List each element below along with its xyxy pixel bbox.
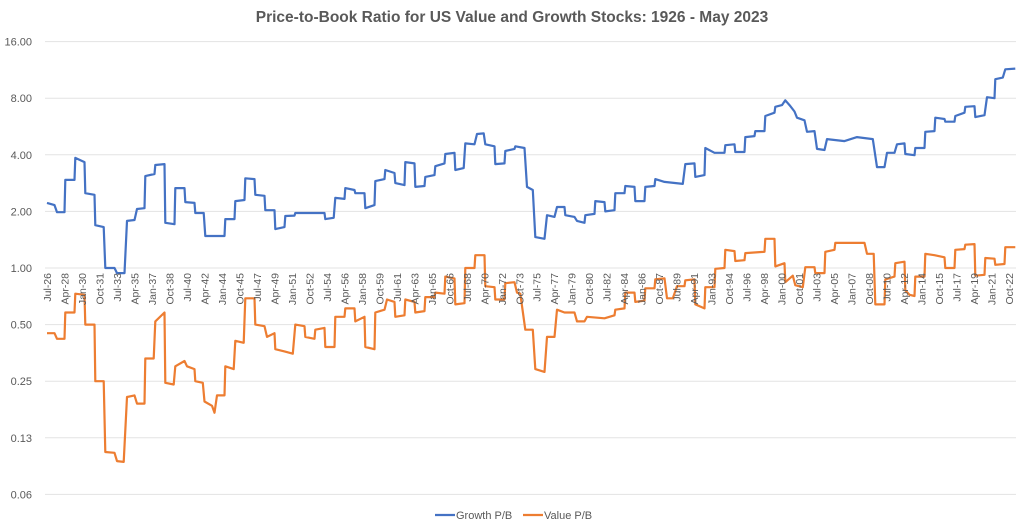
x-tick-label: Oct-66 (444, 273, 456, 305)
x-tick-label: Oct-08 (864, 273, 876, 305)
x-tick-label: Jul-82 (602, 273, 614, 302)
y-tick-label: 0.25 (11, 376, 32, 388)
x-tick-label: Jan-58 (357, 273, 369, 305)
x-tick-label: Jan-93 (707, 273, 719, 305)
x-tick-label: Oct-01 (794, 273, 806, 305)
x-tick-label: Jan-37 (147, 273, 159, 305)
legend: Growth P/B Value P/B (435, 510, 592, 522)
y-axis-tick-labels: 0.06 0.13 0.25 0.50 1.00 2.00 4.00 8.00 16.00 (4, 37, 32, 502)
y-tick-label: 1.00 (11, 263, 32, 275)
x-tick-label: Apr-84 (619, 273, 631, 305)
y-tick-label: 8.00 (11, 93, 32, 105)
x-tick-label: Oct-38 (164, 273, 176, 305)
series-line-growth (46, 67, 1016, 275)
x-tick-label: Jul-10 (882, 273, 894, 302)
x-tick-label: Oct-73 (514, 273, 526, 305)
x-tick-label: Apr-28 (59, 273, 71, 305)
x-tick-label: Jul-03 (812, 273, 824, 302)
x-tick-label: Jan-44 (217, 273, 229, 305)
legend-label: Value P/B (544, 510, 592, 522)
legend-label: Growth P/B (456, 510, 512, 522)
y-tick-label: 2.00 (11, 206, 32, 218)
x-tick-label: Jul-96 (742, 273, 754, 302)
x-tick-label: Apr-98 (759, 273, 771, 305)
series-line-value (47, 237, 1016, 463)
x-tick-label: Jul-33 (112, 273, 124, 302)
series-lines (46, 67, 1016, 463)
x-tick-label: Apr-63 (409, 273, 421, 305)
x-tick-label: Jul-54 (322, 273, 334, 302)
x-tick-label: Apr-12 (899, 273, 911, 305)
x-tick-label: Apr-49 (269, 273, 281, 305)
x-tick-label: Oct-59 (374, 273, 386, 305)
y-tick-label: 0.50 (11, 320, 32, 332)
x-tick-label: Jul-61 (392, 273, 404, 302)
x-tick-label: Oct-80 (584, 273, 596, 305)
x-tick-label: Oct-22 (1004, 273, 1016, 305)
x-tick-label: Jul-26 (42, 273, 54, 302)
x-tick-label: Oct-15 (934, 273, 946, 305)
x-tick-label: Jan-86 (637, 273, 649, 305)
x-tick-label: Apr-19 (969, 273, 981, 305)
y-tick-label: 0.06 (11, 489, 32, 501)
chart-title: Price-to-Book Ratio for US Value and Gro… (256, 9, 769, 26)
x-tick-label: Oct-31 (94, 273, 106, 305)
x-tick-label: Apr-35 (129, 273, 141, 305)
x-tick-label: Jan-51 (287, 273, 299, 305)
x-tick-label: Jan-79 (567, 273, 579, 305)
x-tick-label: Apr-05 (829, 273, 841, 305)
x-tick-label: Jan-30 (77, 273, 89, 305)
x-tick-label: Jul-68 (462, 273, 474, 302)
x-tick-label: Jan-72 (497, 273, 509, 305)
x-tick-label: Oct-87 (654, 273, 666, 305)
x-tick-label: Jan-00 (777, 273, 789, 305)
x-axis-tick-labels: Jul-26 Apr-28 Jan-30 Oct-31 Jul-33 Apr-35 Jan-… (42, 273, 1016, 305)
x-tick-label: Oct-94 (724, 273, 736, 305)
x-tick-label: Apr-70 (479, 273, 491, 305)
x-tick-label: Apr-91 (689, 273, 701, 305)
x-tick-label: Jan-07 (847, 273, 859, 305)
x-tick-label: Oct-45 (234, 273, 246, 305)
x-tick-label: Apr-56 (339, 273, 351, 305)
x-tick-label: Jul-47 (252, 273, 264, 302)
x-tick-label: Apr-42 (199, 273, 211, 305)
x-tick-label: Jul-75 (532, 273, 544, 302)
y-tick-label: 16.00 (4, 37, 32, 49)
x-tick-label: Jul-40 (182, 273, 194, 302)
x-tick-label: Jan-65 (427, 273, 439, 305)
y-tick-label: 4.00 (11, 150, 32, 162)
x-tick-label: Jan-21 (987, 273, 999, 305)
y-gridlines (45, 41, 1016, 495)
x-tick-label: Jul-89 (672, 273, 684, 302)
x-tick-label: Apr-77 (549, 273, 561, 305)
x-tick-label: Oct-52 (304, 273, 316, 305)
x-tick-label: Jul-17 (952, 273, 964, 302)
y-tick-label: 0.13 (11, 433, 32, 445)
x-tick-label: Jan-14 (917, 273, 929, 305)
